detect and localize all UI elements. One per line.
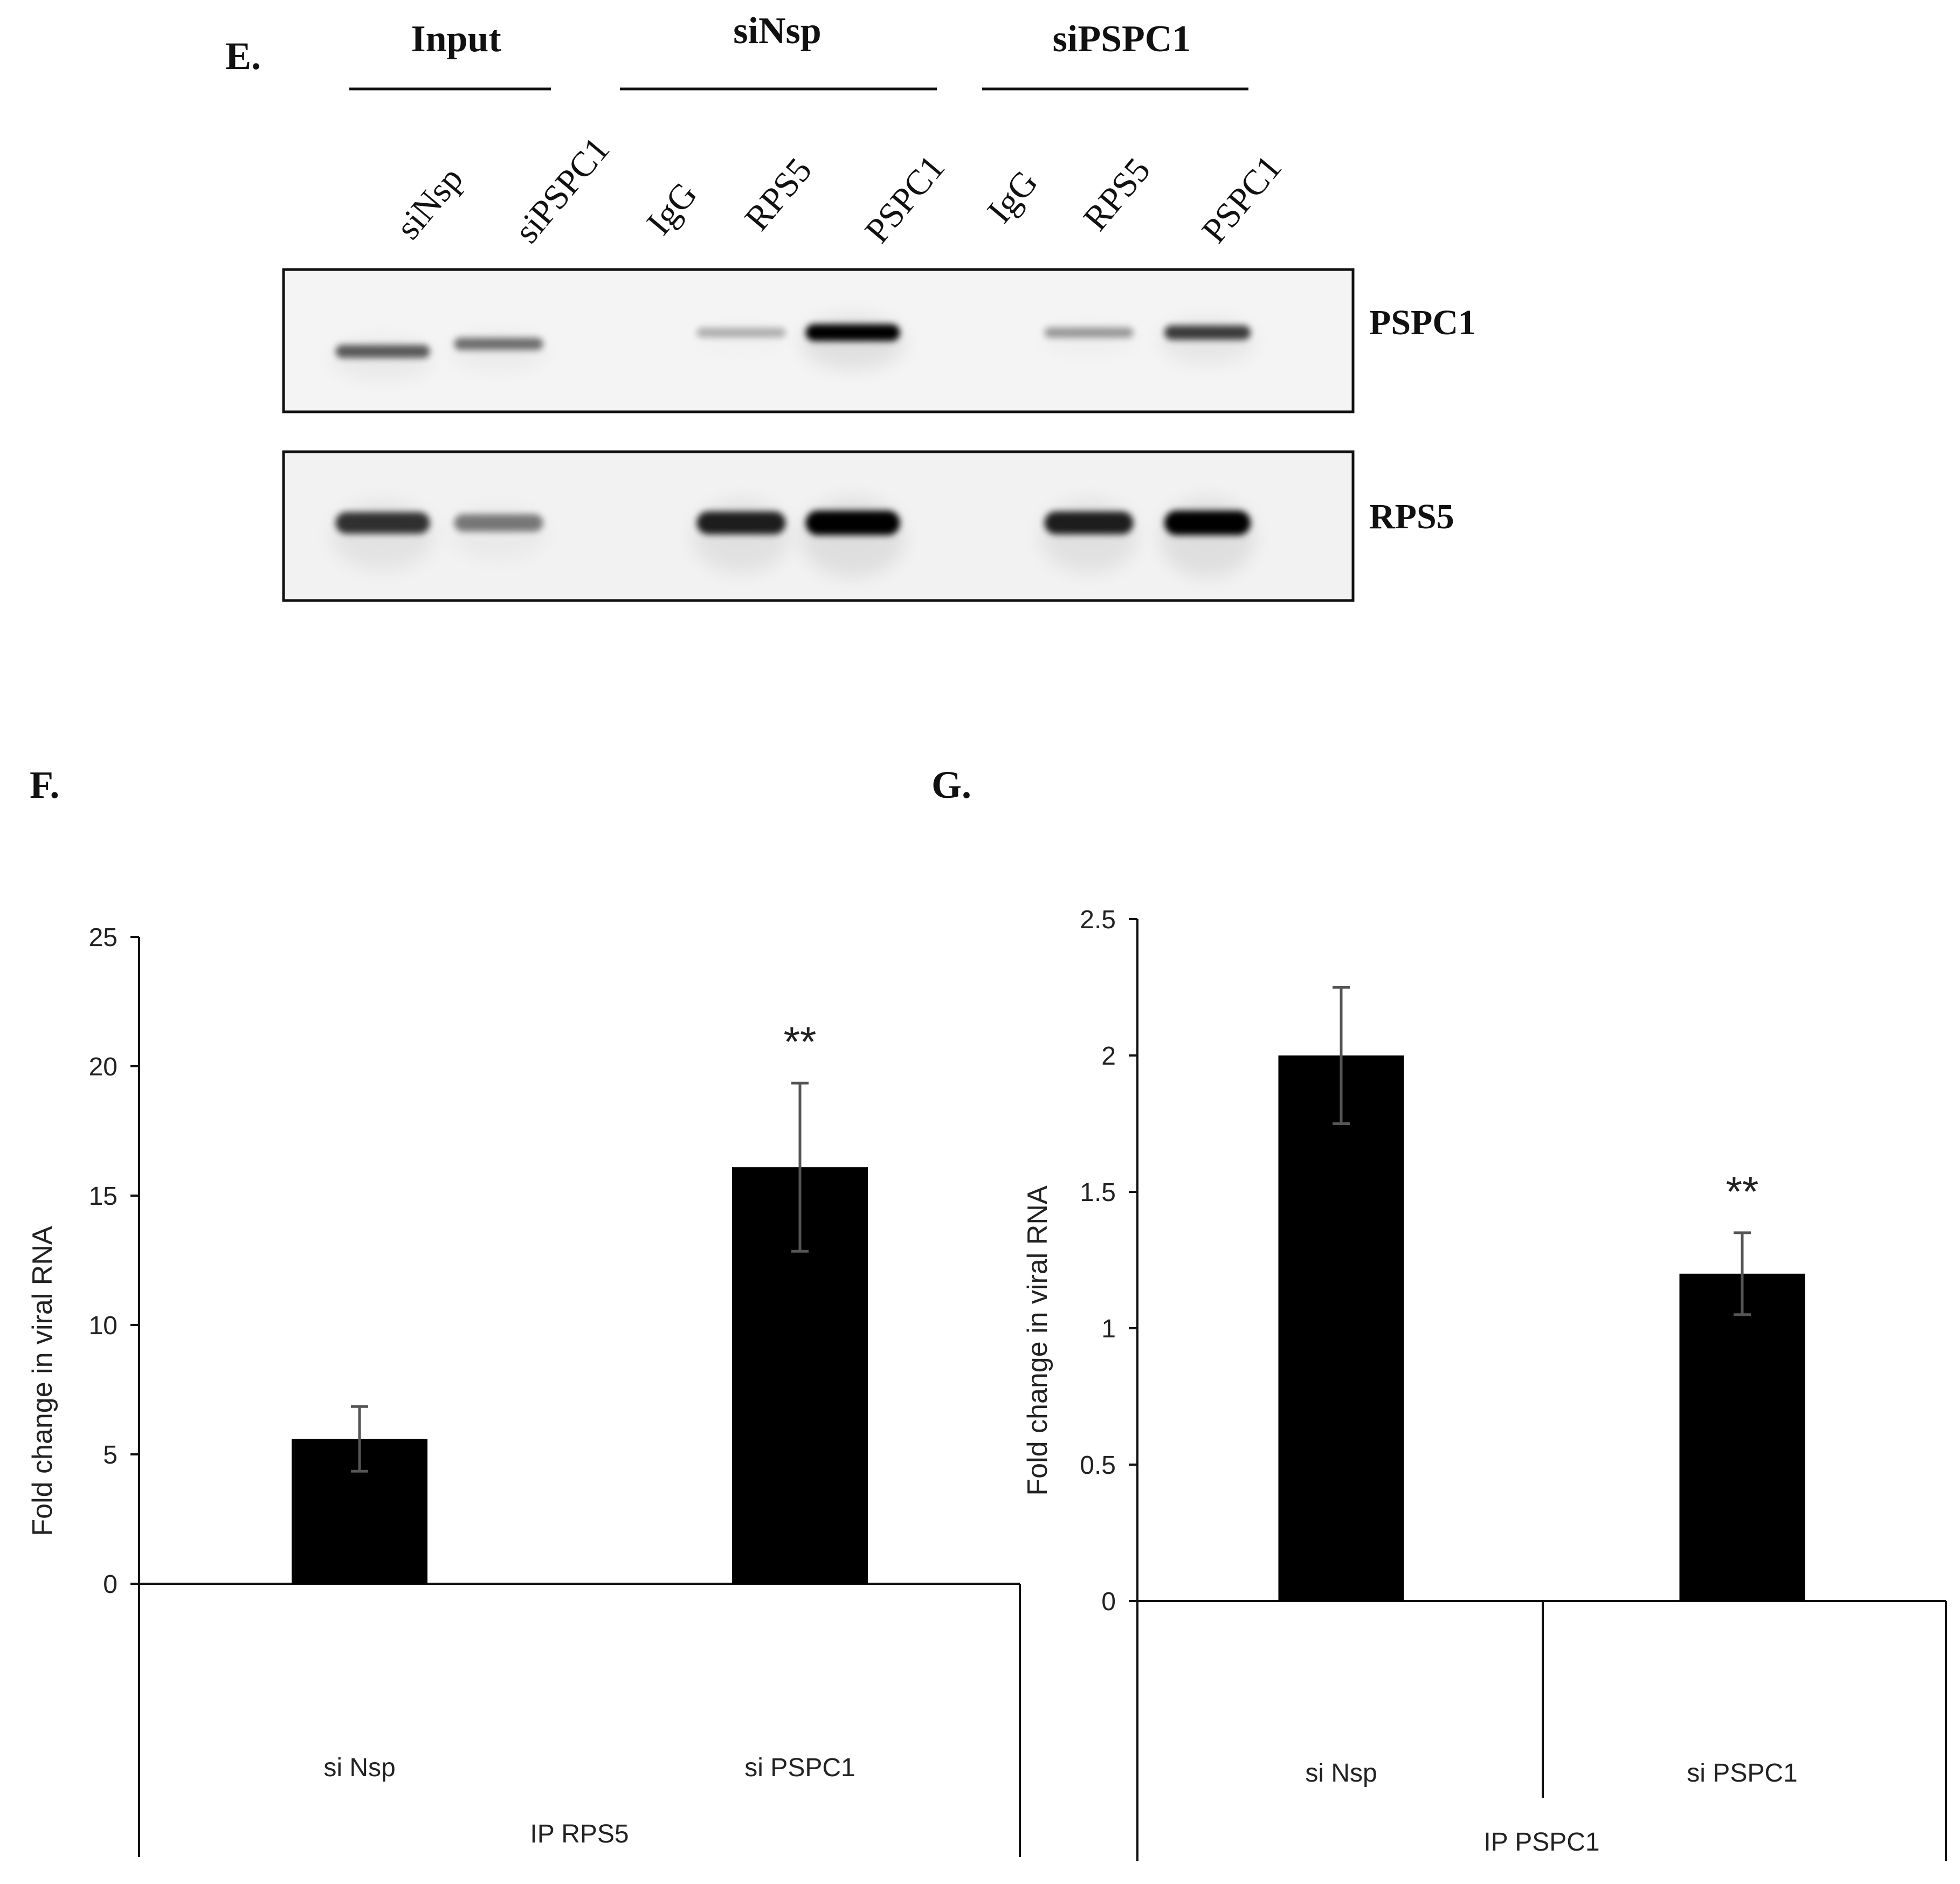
category-label: si Nsp [323, 1754, 395, 1782]
blot-band-smear [1040, 322, 1138, 356]
blot-pspc1: PSPC1 [282, 268, 1476, 413]
chart-f-ylabel: Fold change in viral RNA [27, 1226, 58, 1536]
blot-band [1044, 327, 1134, 338]
y-tick-label: 0 [103, 1570, 118, 1599]
y-tick-label: 2.5 [1080, 906, 1116, 934]
blot-band-smear [692, 323, 790, 354]
blot-band [335, 512, 430, 534]
chart-f: 0 5 10 15 20 25 si Nsp ** si PSPC1 IP RPS5 [89, 923, 1021, 1857]
y-tick-label: 1.5 [1080, 1178, 1116, 1207]
lane-label-1: siNsp [389, 160, 471, 247]
panel-e: E. Input siNsp siPSPC1 siNsp siPSPC1 IgG… [225, 10, 1476, 602]
blot-band-smear [1040, 500, 1138, 573]
blot-band [1164, 325, 1251, 340]
significance-marker: ** [784, 1018, 817, 1065]
panel-f-letter: F. [30, 763, 59, 806]
blot-band-smear [800, 498, 905, 577]
blot-band [696, 328, 786, 337]
blot-band [454, 514, 543, 532]
lane-label-6: IgG [980, 163, 1046, 231]
y-tick-label: 0 [1101, 1588, 1116, 1616]
panel-g-letter: G. [931, 763, 971, 806]
y-tick-label: 5 [103, 1441, 118, 1469]
category-label: si PSPC1 [744, 1754, 855, 1782]
chart-g-ylabel: Fold change in viral RNA [1022, 1185, 1053, 1495]
blot-label-pspc1: PSPC1 [1369, 303, 1476, 342]
group-headers: Input siNsp siPSPC1 [349, 10, 1248, 91]
lane-label-4: RPS5 [737, 150, 820, 238]
group-label: IP RPS5 [530, 1820, 629, 1848]
blot-band-smear [330, 501, 435, 570]
blot-band-smear [450, 506, 548, 561]
blot-band [805, 510, 900, 535]
group-label-sipspc1: siPSPC1 [1053, 18, 1191, 60]
lane-label-5: PSPC1 [858, 148, 953, 250]
group-label-input: Input [411, 18, 501, 60]
y-tick-label: 15 [89, 1182, 118, 1211]
panel-g: G. Fold change in viral RNA 0 0.5 1 1.5 2 2.5… [931, 763, 1947, 1861]
blot-band [696, 511, 786, 535]
category-label: si Nsp [1305, 1759, 1377, 1788]
blot-band [1164, 510, 1251, 535]
y-tick-label: 20 [89, 1053, 118, 1081]
blot-band-smear [1160, 498, 1255, 577]
blot-band-smear [800, 315, 905, 370]
y-tick-label: 25 [89, 923, 118, 952]
blot-band [454, 337, 543, 350]
y-tick-label: 2 [1101, 1042, 1116, 1071]
category-label: si PSPC1 [1687, 1759, 1797, 1788]
lane-label-3: IgG [639, 175, 705, 243]
blot-band [1044, 511, 1134, 535]
bar [1278, 1055, 1404, 1601]
lane-label-8: PSPC1 [1195, 148, 1289, 250]
significance-marker: ** [1726, 1168, 1759, 1215]
lane-labels: siNsp siPSPC1 IgG RPS5 PSPC1 IgG RPS5 PS… [389, 130, 1289, 251]
blot-band [335, 344, 430, 358]
y-tick-label: 10 [89, 1312, 118, 1340]
lane-label-7: RPS5 [1076, 150, 1158, 238]
blot-band-smear [330, 338, 435, 381]
blot-band-smear [1160, 318, 1255, 364]
y-tick-label: 1 [1101, 1315, 1116, 1343]
group-label-sinsp: siNsp [733, 10, 821, 52]
lane-label-2: siPSPC1 [507, 130, 618, 251]
group-label: IP PSPC1 [1483, 1828, 1599, 1857]
blot-band-smear [450, 332, 548, 370]
panel-e-letter: E. [225, 34, 261, 78]
y-tick-label: 0.5 [1080, 1451, 1116, 1480]
blot-band-smear [692, 500, 790, 573]
blot-rps5: RPS5 [282, 450, 1454, 602]
chart-g: 0 0.5 1 1.5 2 2.5 si Nsp ** si PSPC1 IP PSPC1 [1080, 906, 1947, 1861]
bar [1679, 1273, 1805, 1601]
blot-label-rps5: RPS5 [1369, 497, 1454, 536]
blot-band [805, 324, 900, 341]
panel-f: F. Fold change in viral RNA 0 5 10 15 20 25 si… [27, 763, 1021, 1857]
